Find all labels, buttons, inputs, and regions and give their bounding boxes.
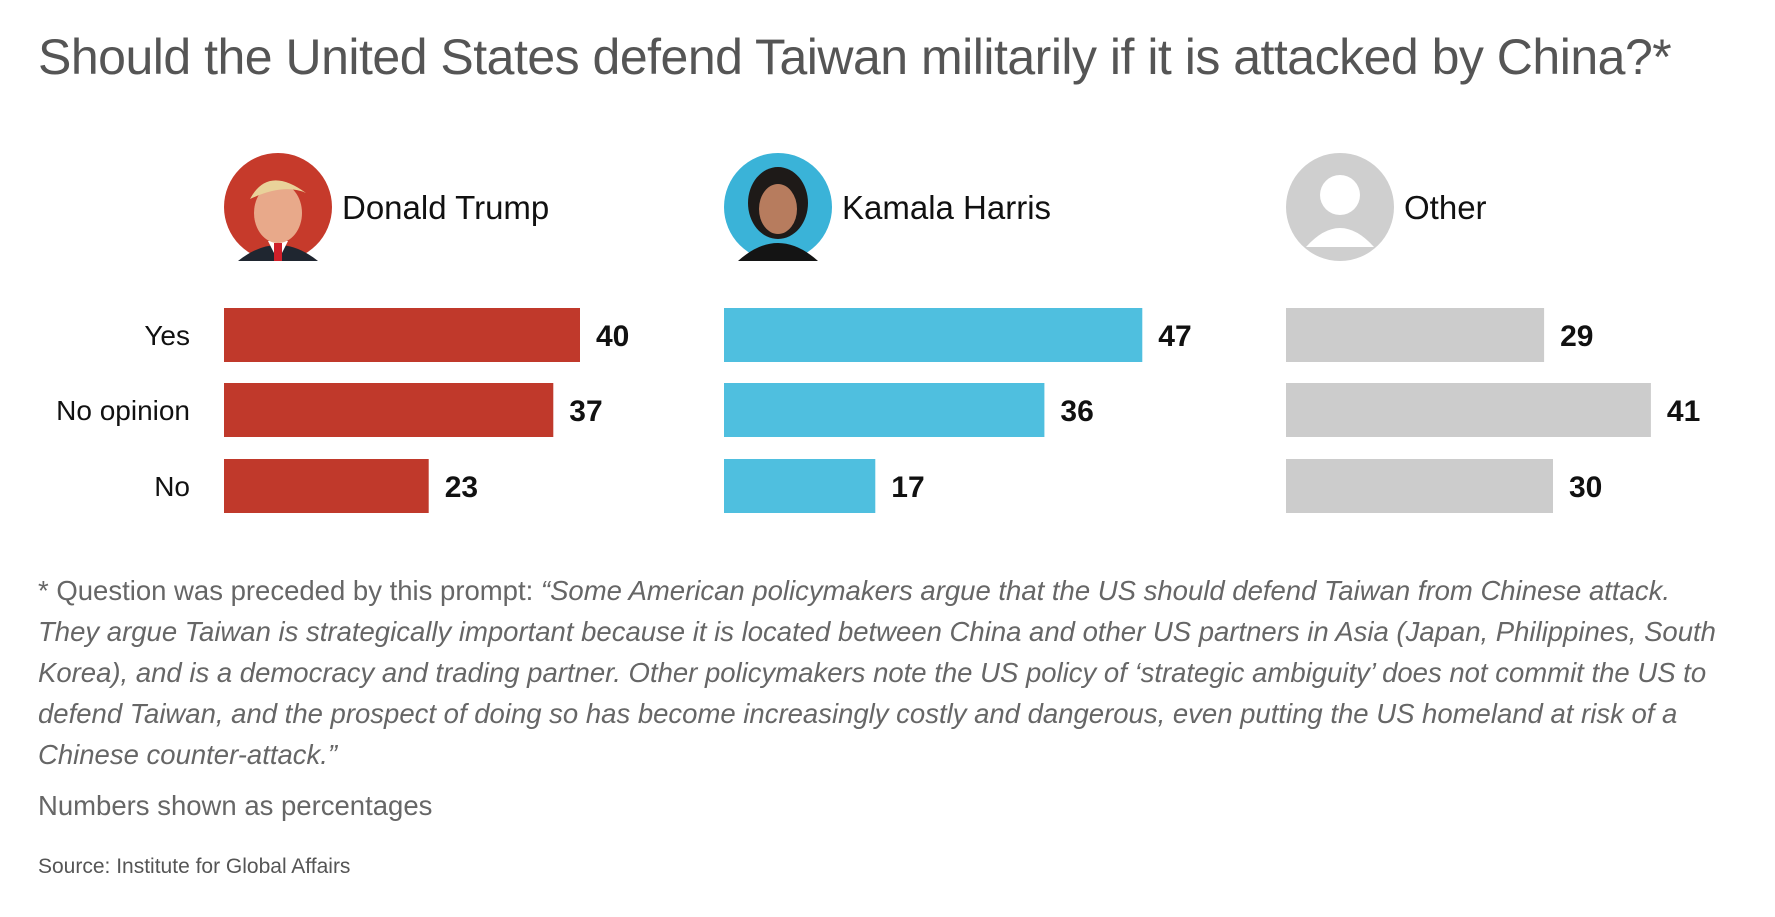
units-note: Numbers shown as percentages [38,790,433,821]
bar-0-0 [224,308,580,362]
series-name-0: Donald Trump [342,189,549,226]
series-name-2: Other [1404,189,1487,226]
value-label-0-0: 40 [596,320,629,353]
panel-0: Donald Trump 40 37 23 [224,153,629,513]
bar-2-0 [1286,308,1545,362]
chart-title: Should the United States defend Taiwan m… [38,29,1672,85]
value-label-2-1: 41 [1667,395,1700,428]
bar-1-0 [724,308,1143,362]
footnote-quote: “Some American policymakers argue that t… [38,575,1716,770]
value-label-1-2: 17 [891,471,924,504]
value-label-0-1: 37 [569,395,602,428]
category-label-2: No [154,471,190,502]
footnote-lead: * Question was preceded by this prompt: [38,575,541,606]
value-label-2-0: 29 [1560,320,1593,353]
category-label-0: Yes [144,320,190,351]
panel-1: Kamala Harris 47 36 17 [724,153,1192,513]
value-label-1-0: 47 [1158,320,1191,353]
bar-0-1 [224,383,554,437]
panel-2: Other 29 41 30 [1286,153,1700,513]
category-label-1: No opinion [56,395,190,426]
person-icon [1286,153,1394,261]
value-label-0-2: 23 [445,471,478,504]
bar-1-1 [724,383,1045,437]
value-label-1-1: 36 [1060,395,1093,428]
bar-2-1 [1286,383,1651,437]
avatar-0 [224,153,332,261]
footnote: * Question was preceded by this prompt: … [38,570,1738,775]
bar-1-2 [724,459,876,513]
bar-chart: Yes No opinion No Donald Trump 40 37 23 Kamala … [56,153,1700,513]
bar-2-2 [1286,459,1553,513]
source-note: Source: Institute for Global Affairs [38,855,351,878]
avatar-1 [724,153,832,261]
bar-0-2 [224,459,429,513]
value-label-2-2: 30 [1569,471,1602,504]
series-name-1: Kamala Harris [842,189,1051,226]
